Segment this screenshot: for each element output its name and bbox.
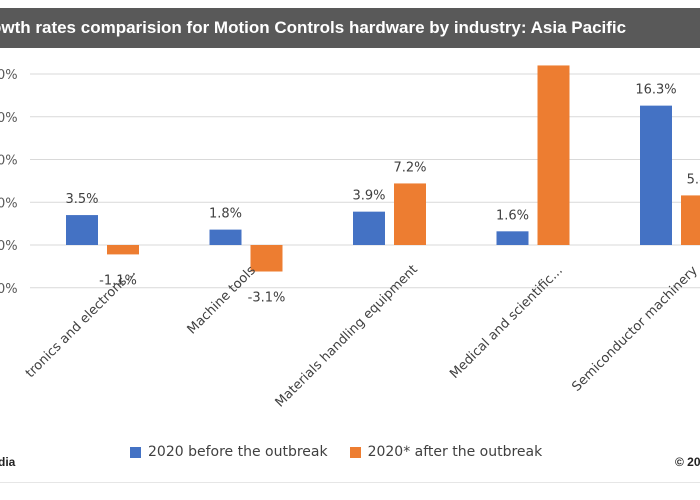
bottom-divider — [0, 482, 700, 483]
source-credit: dia — [0, 455, 16, 469]
legend-label-before: 2020 before the outbreak — [148, 444, 328, 460]
data-label: 3.9% — [352, 189, 385, 204]
copyright-credit: © 20 — [675, 455, 700, 469]
data-label: 1.6% — [496, 208, 529, 223]
legend-label-after: 2020* after the outbreak — [367, 444, 543, 460]
x-tick-label: Semiconductor machinery — [569, 263, 700, 395]
data-label: 3.5% — [65, 192, 98, 207]
data-label: 5.8 — [687, 172, 700, 187]
y-tick-label: 0% — [0, 282, 18, 297]
bar-before — [640, 105, 672, 245]
data-label: 16.3% — [635, 83, 676, 98]
x-tick-label: Materials handling equipment — [273, 262, 421, 410]
bar-before — [353, 211, 385, 245]
y-tick-label: 0% — [0, 111, 18, 126]
bar-before — [209, 229, 242, 245]
bar-after — [250, 245, 283, 272]
chart-title-bar: owth rates comparision for Motion Contro… — [0, 8, 700, 48]
data-label: -3.1% — [248, 291, 286, 306]
x-tick-label: Medical and scientific... — [447, 263, 566, 382]
y-tick-label: 0% — [0, 154, 18, 169]
legend-item-after: 2020* after the outbreak — [349, 444, 543, 460]
chart-title: owth rates comparision for Motion Contro… — [0, 18, 627, 37]
data-label: 1.8% — [209, 207, 242, 222]
legend-item-before: 2020 before the outbreak — [130, 444, 328, 460]
data-label: -1.1% — [99, 273, 137, 288]
legend-swatch-before — [130, 446, 141, 458]
bar-before — [496, 231, 529, 245]
y-tick-label: 0% — [0, 239, 18, 254]
bar-before — [66, 215, 98, 245]
data-label: 7.2% — [393, 160, 426, 175]
bar-after — [107, 245, 139, 255]
bar-after — [681, 195, 700, 245]
x-tick-label: tronics and electrons... — [23, 265, 139, 381]
y-tick-label: 0% — [0, 196, 18, 211]
legend-swatch-after — [349, 446, 361, 458]
y-tick-label: 0% — [0, 68, 18, 83]
bar-after — [394, 183, 426, 245]
bar-after — [537, 65, 570, 245]
legend: 2020 before the outbreak 2020* after the… — [130, 442, 564, 462]
